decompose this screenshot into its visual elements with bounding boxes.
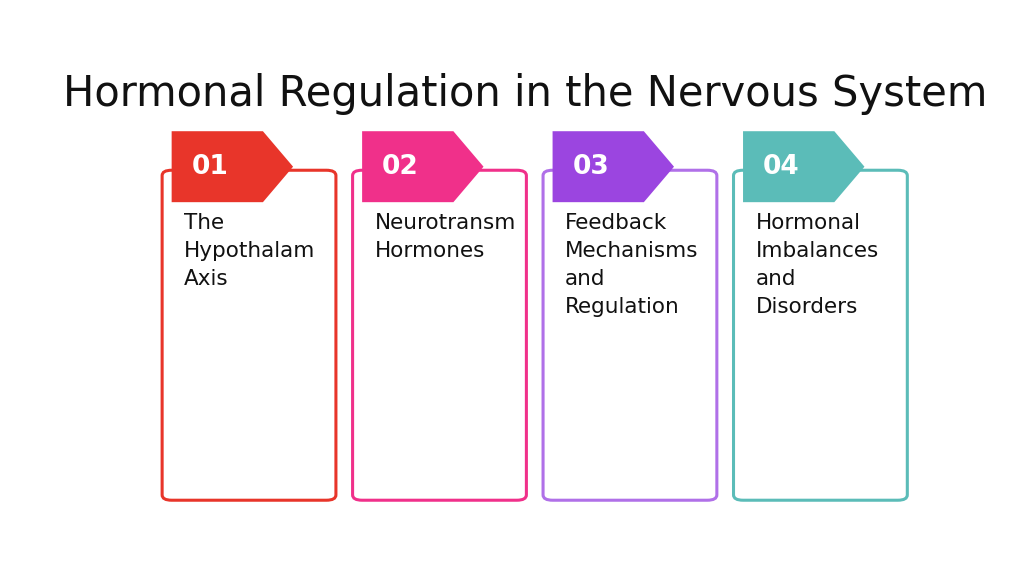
Polygon shape [743,131,864,202]
FancyBboxPatch shape [162,170,336,500]
Polygon shape [172,131,293,202]
Text: Neurotransm
Hormones: Neurotransm Hormones [375,213,516,262]
Polygon shape [362,131,483,202]
Text: The
Hypothalam
Axis: The Hypothalam Axis [184,213,315,289]
Text: 02: 02 [382,154,419,180]
Text: Hormonal
Imbalances
and
Disorders: Hormonal Imbalances and Disorders [756,213,879,317]
FancyBboxPatch shape [543,170,717,500]
Text: Feedback
Mechanisms
and
Regulation: Feedback Mechanisms and Regulation [565,213,698,317]
Polygon shape [553,131,674,202]
FancyBboxPatch shape [733,170,907,500]
FancyBboxPatch shape [352,170,526,500]
Text: 01: 01 [191,154,228,180]
Text: Hormonal Regulation in the Nervous System: Hormonal Regulation in the Nervous Syste… [62,73,987,115]
Text: 03: 03 [572,154,609,180]
Text: 04: 04 [763,154,800,180]
